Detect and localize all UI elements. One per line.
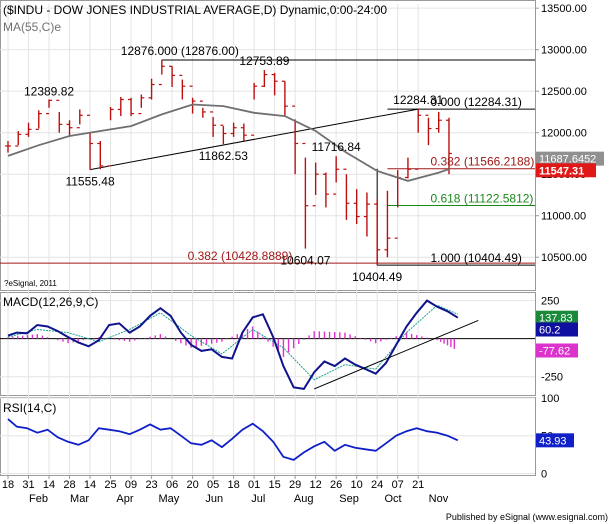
price-annotation: 12284.31 [393,93,443,107]
x-tick-label: 24 [371,479,383,491]
macd-title: MACD(12,26,9,C) [3,295,98,309]
macd-value-tag [536,310,578,325]
x-tick-label: 10 [351,479,363,491]
price-annotation: 0.618 (11122.5812) [430,192,533,206]
x-tick-label: 31 [22,479,34,491]
x-month-label: Aug [294,493,314,505]
last-price-tag [536,163,596,178]
x-axis: 18 31 14 28 14 25 09 23 06 20 05 18 01 15 29 12 26 10 24 07… [2,475,449,505]
chart-title: ($INDU - DOW JONES INDUSTRIAL AVERAGE,D)… [3,3,387,17]
macd-value-tag-label: -77.62 [539,345,570,357]
y-tick-label: 13500.00 [541,3,587,15]
y-tick-label: 12000.00 [541,128,587,140]
ma-legend: MA(55,C)e [3,20,61,34]
price-annotation: 1.000 (10404.49) [430,251,521,265]
ma-55-line [7,103,450,182]
macd-value-tag [536,343,578,358]
ma-value-tag-label: 11687.6452 [539,154,596,166]
x-month-label: Sep [339,493,359,505]
x-month-label: Jul [251,493,265,505]
price-annotation: 12876.000 (12876.00) [121,44,239,58]
x-tick-label: 14 [84,479,96,491]
trend-line [89,108,419,171]
price-annotation: 11555.48 [65,175,114,189]
x-tick-label: 07 [392,479,404,491]
x-tick-label: 18 [2,479,14,491]
watermark: ?eSignal, 2011 [4,279,57,288]
footer-credit: Published by eSignal (www.esignal.com) [446,512,608,522]
macd-series [0,299,535,390]
x-month-label: Apr [116,493,133,505]
rsi-tick-label: 100 [541,393,559,405]
price-annotation: 10404.49 [352,270,402,284]
price-panel-frame [0,0,536,291]
x-tick-label: 29 [289,479,301,491]
rsi-title: RSI(14,C) [3,401,56,415]
x-tick-label: 15 [269,479,281,491]
y-tick-label: 12500.00 [541,86,587,98]
macd-value-tag-label: 60.2 [539,325,560,337]
x-tick-label: 26 [330,479,342,491]
x-tick-label: 23 [145,479,157,491]
macd-tick-label: 250 [541,296,559,308]
x-tick-label: 21 [412,479,424,491]
x-tick-label: 18 [227,479,239,491]
price-annotation: 12753.89 [239,54,289,68]
x-tick-label: 25 [104,479,116,491]
macd-panel-frame [0,292,536,396]
rsi-value-tag [536,433,574,448]
last-price-tag-label: 11547.31 [539,165,584,177]
x-tick-label: 09 [125,479,137,491]
macd-value-tag [536,322,578,337]
price-annotation: 12389.82 [24,84,74,98]
macd-signal-line [7,304,459,381]
price-annotation: 11716.84 [312,140,361,154]
price-annotation: 11862.53 [199,149,248,163]
macd-tick-label: -250 [541,372,563,384]
x-tick-label: 06 [166,479,178,491]
x-month-label: Oct [384,493,401,505]
rsi-value-tags: 43.93 [536,433,574,448]
macd-value-tag-label: 137.83 [539,313,573,325]
x-tick-label: 05 [207,479,219,491]
x-month-label: Feb [29,493,48,505]
price-annotation: 0.000 (12284.31) [430,95,521,109]
y-tick-label: 11000.00 [541,211,586,223]
ma-value-tag [536,151,604,166]
rsi-line [7,418,459,461]
macd-trend-line [313,319,479,390]
rsi-series [7,418,459,461]
x-month-label: Nov [429,493,449,505]
price-series [5,59,452,266]
x-tick-label: 14 [43,479,55,491]
fibonacci-lines [0,59,535,266]
x-tick-label: 01 [248,479,260,491]
x-month-label: Mar [70,493,89,505]
price-annotation: 0.382 (10428.8889) [188,249,293,263]
ma-series [7,103,450,182]
macd-line [7,299,459,390]
x-month-label: Jun [205,493,223,505]
price-annotation: 10604.07 [280,254,330,268]
rsi-value-tag-label: 43.93 [539,435,567,447]
y-tick-label: 13000.00 [541,45,587,57]
footer-bar [430,510,612,524]
y-tick-label: 10500.00 [541,252,587,264]
x-tick-label: 28 [63,479,75,491]
rsi-tick-label: 0 [541,468,547,480]
x-tick-label: 20 [186,479,198,491]
macd-y-axis: 250 -250 [541,296,563,384]
x-tick-label: 12 [310,479,322,491]
price-annotation: 0.382 (11566.2188) [430,155,534,169]
price-annotations: 12389.82 12876.000 (12876.00)12753.89 1186… [24,44,534,284]
x-month-label: May [159,493,180,505]
